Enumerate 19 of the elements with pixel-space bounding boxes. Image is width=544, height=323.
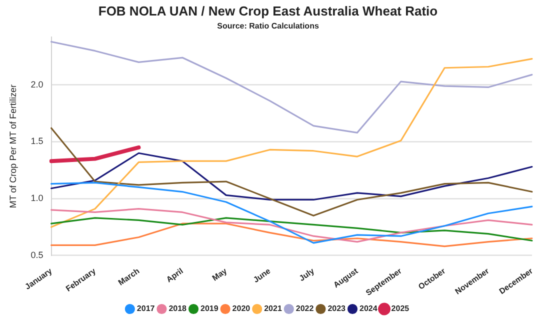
y-tick-label: 1.0 xyxy=(30,193,44,204)
legend-label: 2022 xyxy=(296,304,314,314)
legend-label: 2017 xyxy=(136,304,156,314)
y-tick-label: 2.0 xyxy=(30,79,44,90)
y-tick-label: 0.5 xyxy=(30,250,44,260)
legend-label: 2023 xyxy=(328,304,346,314)
legend-label: 2025 xyxy=(391,304,410,314)
chart-title: FOB NOLA UAN / New Crop East Australia Wheat Ratio xyxy=(98,3,438,18)
legend-label: 2020 xyxy=(232,304,251,314)
y-axis-title: MT of Crop Per MT of Fertilizer xyxy=(8,84,18,208)
legend-label: 2018 xyxy=(168,304,188,314)
y-tick-label: 1.5 xyxy=(30,136,44,146)
legend-label: 2021 xyxy=(264,304,282,314)
chart-subtitle: Source: Ratio Calculations xyxy=(217,22,320,31)
legend-label: 2024 xyxy=(359,304,378,314)
x-tick-label: May xyxy=(210,266,229,283)
x-tick-label: July xyxy=(298,266,316,283)
x-tick-label: June xyxy=(252,266,273,285)
legend-label: 2019 xyxy=(200,304,219,314)
